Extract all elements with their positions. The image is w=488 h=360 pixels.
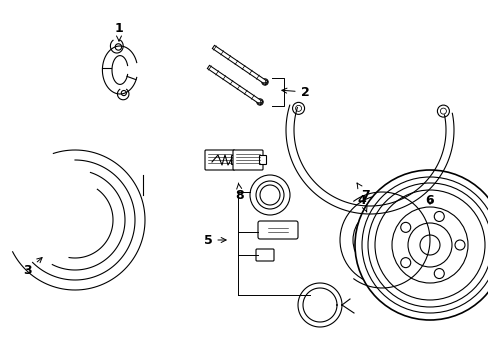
Circle shape bbox=[391, 207, 467, 283]
Circle shape bbox=[256, 99, 263, 105]
Text: 4: 4 bbox=[357, 194, 366, 212]
Text: 5: 5 bbox=[203, 234, 225, 247]
FancyBboxPatch shape bbox=[256, 249, 273, 261]
Circle shape bbox=[352, 208, 416, 272]
Circle shape bbox=[256, 181, 284, 209]
Circle shape bbox=[292, 102, 304, 114]
FancyBboxPatch shape bbox=[231, 156, 238, 165]
Text: 1: 1 bbox=[114, 22, 123, 41]
FancyBboxPatch shape bbox=[204, 150, 235, 170]
FancyBboxPatch shape bbox=[258, 221, 297, 239]
Text: 7: 7 bbox=[356, 183, 368, 202]
Circle shape bbox=[354, 170, 488, 320]
Circle shape bbox=[249, 175, 289, 215]
FancyBboxPatch shape bbox=[259, 156, 266, 165]
Text: 2: 2 bbox=[281, 86, 309, 99]
FancyBboxPatch shape bbox=[232, 150, 263, 170]
Circle shape bbox=[339, 195, 429, 285]
Circle shape bbox=[436, 105, 448, 117]
Circle shape bbox=[358, 220, 368, 230]
Text: 6: 6 bbox=[425, 194, 433, 207]
Circle shape bbox=[387, 210, 397, 220]
Text: 3: 3 bbox=[23, 257, 42, 276]
Text: 8: 8 bbox=[235, 183, 244, 202]
Circle shape bbox=[407, 223, 451, 267]
Circle shape bbox=[405, 235, 415, 245]
Circle shape bbox=[366, 222, 402, 258]
Circle shape bbox=[387, 260, 397, 270]
Circle shape bbox=[261, 79, 267, 85]
Circle shape bbox=[358, 250, 368, 260]
